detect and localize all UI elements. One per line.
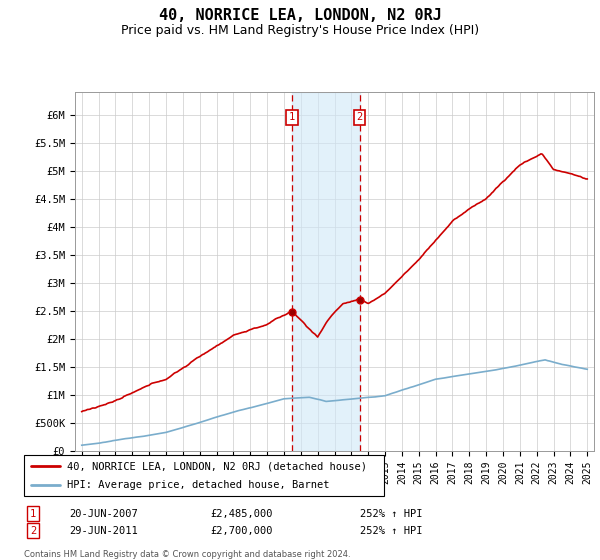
FancyBboxPatch shape	[24, 455, 384, 496]
Text: 252% ↑ HPI: 252% ↑ HPI	[360, 526, 422, 536]
Text: 2: 2	[356, 113, 363, 123]
Text: £2,485,000: £2,485,000	[210, 508, 272, 519]
Text: £2,700,000: £2,700,000	[210, 526, 272, 536]
Text: 40, NORRICE LEA, LONDON, N2 0RJ: 40, NORRICE LEA, LONDON, N2 0RJ	[158, 8, 442, 24]
Text: 29-JUN-2011: 29-JUN-2011	[69, 526, 138, 536]
Text: 252% ↑ HPI: 252% ↑ HPI	[360, 508, 422, 519]
Text: 1: 1	[30, 508, 36, 519]
Text: Price paid vs. HM Land Registry's House Price Index (HPI): Price paid vs. HM Land Registry's House …	[121, 24, 479, 36]
Text: Contains HM Land Registry data © Crown copyright and database right 2024.
This d: Contains HM Land Registry data © Crown c…	[24, 550, 350, 560]
Text: 1: 1	[289, 113, 295, 123]
Text: 2: 2	[30, 526, 36, 536]
Bar	[292, 92, 359, 451]
Text: 20-JUN-2007: 20-JUN-2007	[69, 508, 138, 519]
Text: HPI: Average price, detached house, Barnet: HPI: Average price, detached house, Barn…	[67, 480, 330, 489]
Text: 40, NORRICE LEA, LONDON, N2 0RJ (detached house): 40, NORRICE LEA, LONDON, N2 0RJ (detache…	[67, 461, 367, 471]
